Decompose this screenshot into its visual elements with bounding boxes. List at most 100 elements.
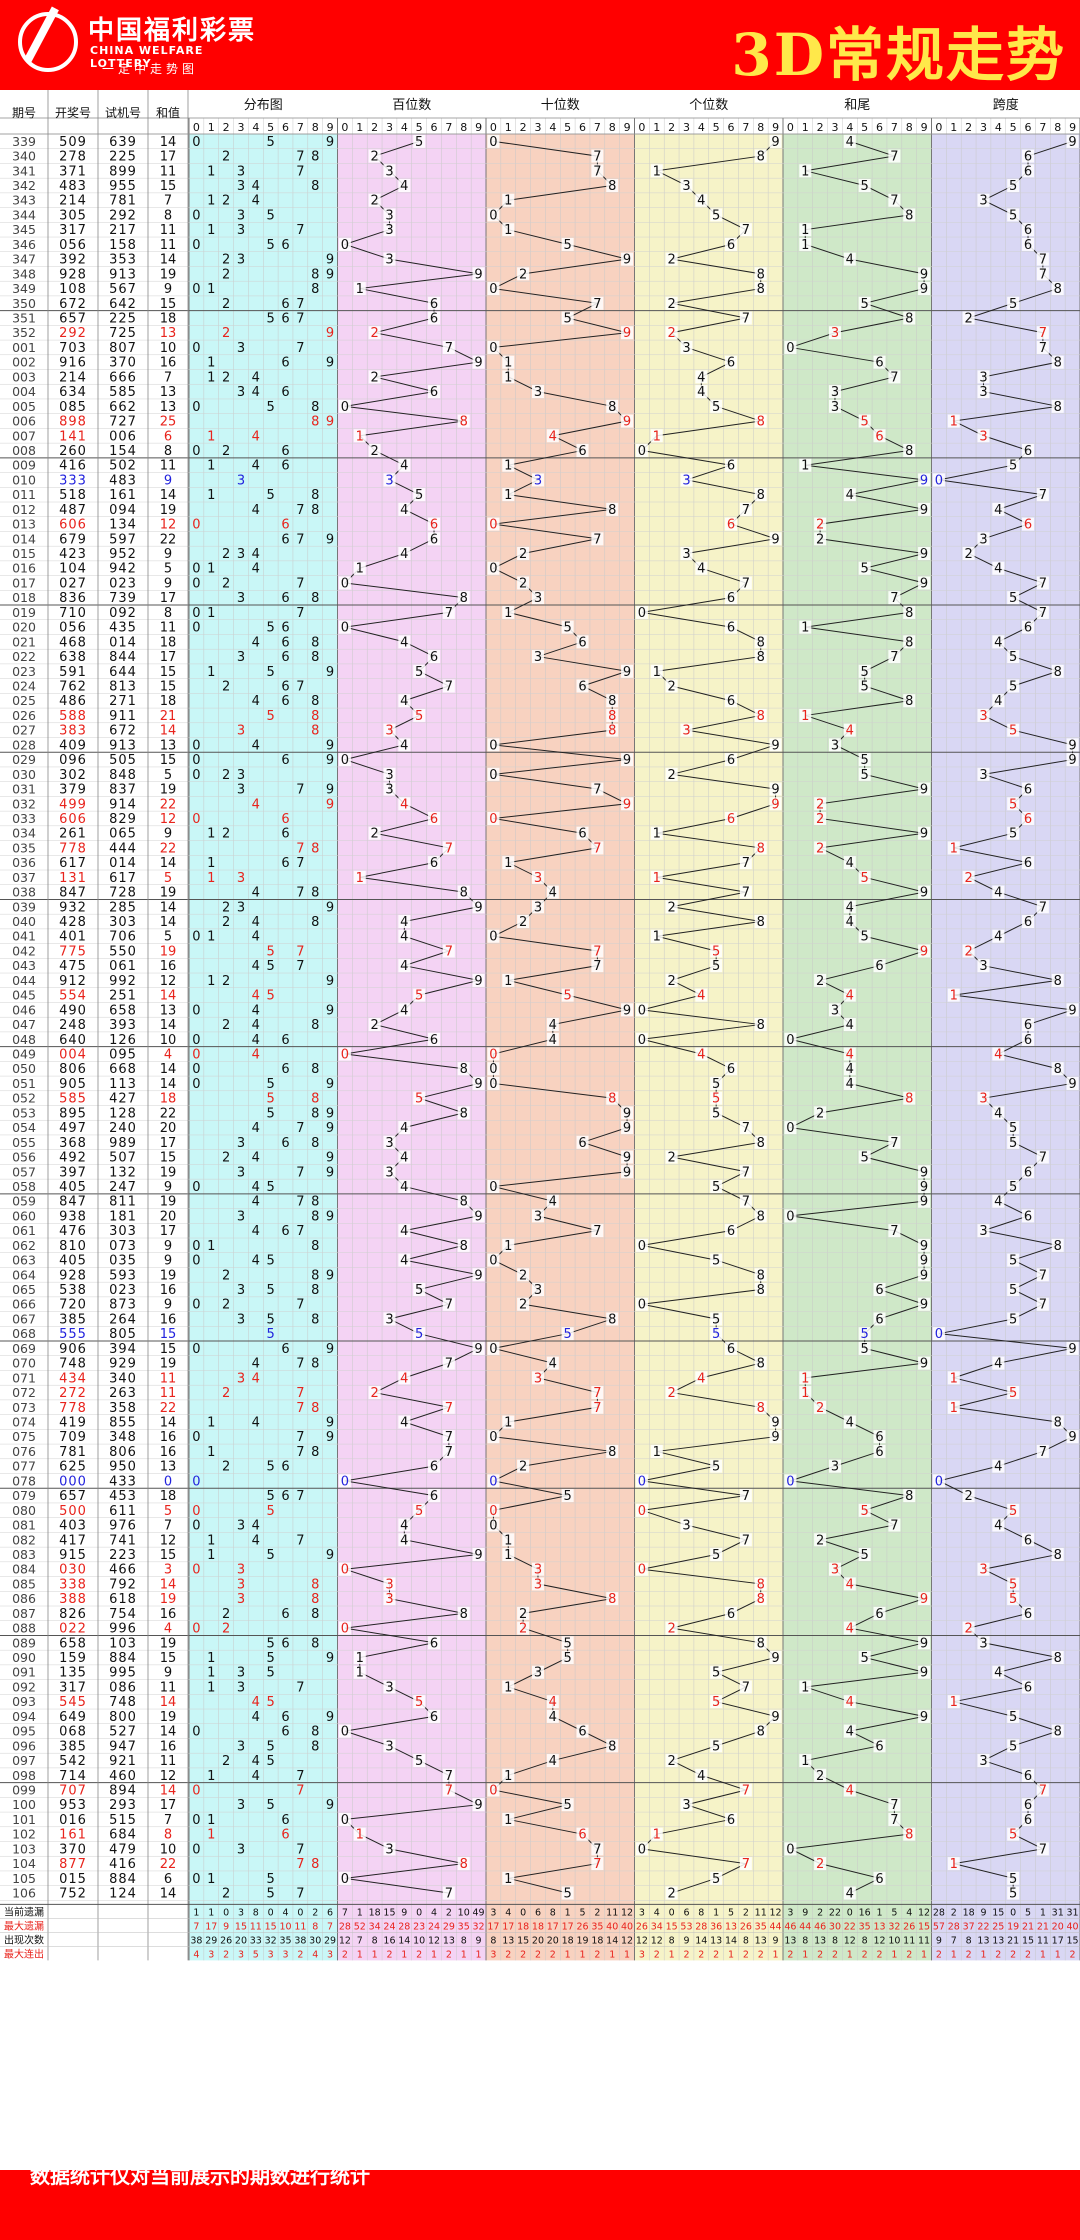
tens-mark-bg — [502, 488, 515, 502]
hundreds-mark: 3 — [385, 1680, 393, 1695]
tail-stat-3: 2 — [817, 1949, 823, 1960]
span-mark: 1 — [950, 1857, 958, 1872]
tens-mark: 0 — [489, 208, 497, 223]
sum-value: 15 — [160, 1151, 177, 1166]
tens-mark: 1 — [504, 223, 512, 238]
tail-mark-bg — [799, 237, 812, 251]
dist-mark: 9 — [326, 356, 334, 371]
span-mark-bg — [1007, 1253, 1020, 1267]
span-stat-1: 40 — [1067, 1921, 1079, 1932]
tail-stat-1: 46 — [814, 1921, 826, 1932]
hundreds-stat-1: 35 — [458, 1921, 470, 1932]
hundreds-mark: 1 — [356, 429, 364, 444]
units-mark: 6 — [727, 1607, 735, 1622]
draw-number: 545 — [59, 1695, 87, 1710]
dist-stat-2: 30 — [309, 1935, 321, 1946]
hundreds-mark: 7 — [445, 1430, 453, 1445]
units-mark-bg — [635, 1503, 648, 1517]
span-mark-bg — [1036, 1783, 1049, 1797]
tail-digit-7: 7 — [891, 121, 898, 134]
span-stat-3: 2 — [995, 1949, 1001, 1960]
test-number: 807 — [109, 341, 137, 356]
tens-mark-bg — [487, 1430, 500, 1444]
tail-mark: 4 — [846, 1695, 854, 1710]
hundreds-stat-2: 13 — [443, 1935, 455, 1946]
units-mark-bg — [710, 1253, 723, 1267]
tail-stat-2: 10 — [888, 1935, 900, 1946]
units-digit-9: 9 — [772, 121, 779, 134]
tail-mark: 0 — [786, 341, 794, 356]
hundreds-mark-bg — [472, 1076, 485, 1090]
tens-mark: 7 — [593, 297, 601, 312]
hundreds-mark: 0 — [341, 1622, 349, 1637]
units-mark-bg — [754, 841, 767, 855]
sum-value: 14 — [160, 1062, 177, 1077]
test-number: 264 — [109, 1312, 137, 1327]
draw-number: 542 — [59, 1754, 87, 1769]
units-digit-5: 5 — [713, 121, 720, 134]
span-mark-bg — [962, 1489, 975, 1503]
tens-stat-0: 12 — [621, 1907, 633, 1918]
tens-mark-bg — [487, 1076, 500, 1090]
sum-value: 9 — [164, 547, 172, 562]
span-mark: 1 — [950, 1371, 958, 1386]
span-mark-bg — [1007, 650, 1020, 664]
span-stat-1: 37 — [963, 1921, 975, 1932]
tail-mark-bg — [873, 429, 886, 443]
span-mark-bg — [1051, 1547, 1064, 1561]
tens-mark-bg — [606, 1091, 619, 1105]
span-mark-bg — [1051, 1238, 1064, 1252]
span-mark: 6 — [1024, 164, 1032, 179]
span-mark-bg — [1007, 1386, 1020, 1400]
tens-mark: 8 — [608, 724, 616, 739]
dist-digit-6: 6 — [282, 121, 289, 134]
span-mark-bg — [1051, 664, 1064, 678]
draw-number: 027 — [59, 576, 87, 591]
tail-mark-bg — [918, 1709, 931, 1723]
dist-mark: 9 — [326, 1106, 334, 1121]
tail-mark: 5 — [861, 1651, 869, 1666]
dist-mark: 8 — [311, 1106, 319, 1121]
sum-value: 20 — [160, 1121, 177, 1136]
tail-mark-bg — [858, 1503, 871, 1517]
units-mark-bg — [695, 1371, 708, 1385]
draw-number: 338 — [59, 1577, 87, 1592]
dist-mark: 7 — [296, 1121, 304, 1136]
dist-mark: 3 — [237, 179, 245, 194]
draw-number: 625 — [59, 1460, 87, 1475]
span-stat-1: 25 — [992, 1921, 1004, 1932]
span-mark: 0 — [935, 473, 943, 488]
span-mark: 9 — [1068, 1430, 1076, 1445]
hundreds-stat-2: 16 — [383, 1935, 395, 1946]
units-mark-bg — [754, 915, 767, 929]
units-mark-bg — [665, 1754, 678, 1768]
hundreds-mark-bg — [398, 1150, 411, 1164]
sum-value: 14 — [160, 253, 177, 268]
dist-mark: 3 — [237, 1842, 245, 1857]
tail-mark-bg — [843, 915, 856, 929]
tens-mark: 0 — [489, 1048, 497, 1063]
span-mark: 4 — [994, 1195, 1002, 1210]
sum-value: 13 — [160, 738, 177, 753]
tens-mark-bg — [531, 900, 544, 914]
units-mark: 9 — [771, 1710, 779, 1725]
sum-value: 14 — [160, 1077, 177, 1092]
units-mark: 8 — [757, 150, 765, 165]
column-header-dist: 分布图 — [244, 98, 283, 113]
tail-mark: 9 — [920, 1165, 928, 1180]
tens-mark-bg — [487, 1783, 500, 1797]
hundreds-mark-bg — [428, 1459, 441, 1473]
draw-number: 405 — [59, 1254, 87, 1269]
stat-label: 出现次数 — [4, 1933, 44, 1946]
tail-stat-0: 1 — [877, 1907, 883, 1918]
tail-stat-2: 13 — [814, 1935, 826, 1946]
issue-number: 021 — [12, 634, 36, 649]
tens-mark-bg — [621, 414, 634, 428]
issue-number: 059 — [12, 1194, 36, 1209]
dist-mark: 0 — [192, 1239, 200, 1254]
dist-mark: 0 — [192, 1725, 200, 1740]
span-mark: 7 — [1039, 1784, 1047, 1799]
units-mark-bg — [710, 1091, 723, 1105]
issue-number: 023 — [12, 664, 36, 679]
dist-mark: 4 — [252, 797, 260, 812]
